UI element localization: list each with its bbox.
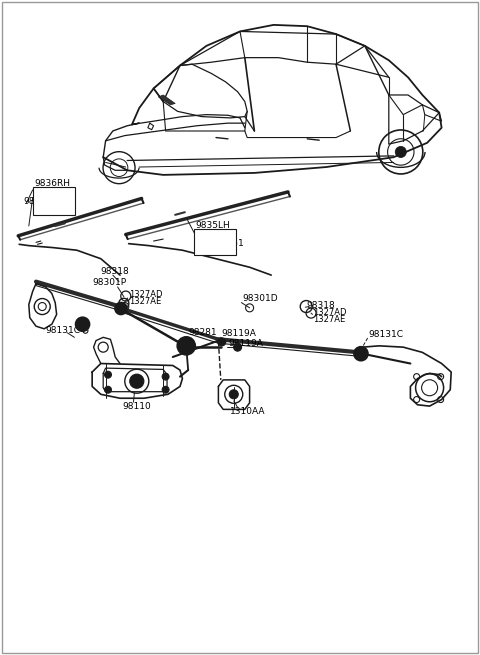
Text: 98119A: 98119A — [222, 329, 257, 338]
Polygon shape — [158, 95, 175, 105]
Bar — [194, 229, 236, 255]
Text: 9836RH: 9836RH — [35, 179, 71, 188]
Text: 98301D: 98301D — [242, 294, 278, 303]
Bar — [33, 187, 75, 215]
Circle shape — [396, 147, 406, 157]
Text: 98361: 98361 — [23, 197, 52, 206]
Circle shape — [118, 305, 124, 312]
Circle shape — [79, 321, 86, 328]
Circle shape — [75, 317, 90, 331]
Text: 98318: 98318 — [306, 301, 335, 310]
Circle shape — [130, 374, 144, 388]
Text: 1327AE: 1327AE — [313, 315, 346, 324]
Text: 98110: 98110 — [122, 402, 151, 411]
Circle shape — [218, 338, 226, 346]
Circle shape — [234, 343, 241, 351]
Text: 98281: 98281 — [188, 328, 217, 337]
Text: 1327AE: 1327AE — [129, 297, 161, 307]
Circle shape — [177, 337, 195, 355]
Circle shape — [105, 371, 111, 378]
Circle shape — [358, 350, 364, 357]
Circle shape — [181, 341, 191, 351]
Text: 1327AD: 1327AD — [313, 308, 347, 317]
Circle shape — [162, 386, 169, 393]
Text: 9835LH: 9835LH — [196, 221, 230, 231]
Circle shape — [229, 390, 238, 399]
Text: 98301P: 98301P — [92, 278, 126, 288]
Circle shape — [184, 343, 189, 348]
Text: 98346: 98346 — [37, 189, 66, 198]
Text: 98131C: 98131C — [369, 329, 404, 339]
Text: 98131C: 98131C — [46, 326, 81, 335]
Text: 98351: 98351 — [215, 239, 244, 248]
Text: 98331: 98331 — [199, 231, 228, 240]
Circle shape — [115, 303, 127, 314]
Text: 1327AD: 1327AD — [129, 290, 162, 299]
Circle shape — [162, 373, 169, 380]
Text: 1310AA: 1310AA — [230, 407, 266, 416]
Text: 98318: 98318 — [101, 267, 130, 276]
Circle shape — [134, 378, 140, 384]
Circle shape — [105, 386, 111, 393]
Circle shape — [354, 346, 368, 361]
Text: 98119A: 98119A — [228, 339, 263, 348]
